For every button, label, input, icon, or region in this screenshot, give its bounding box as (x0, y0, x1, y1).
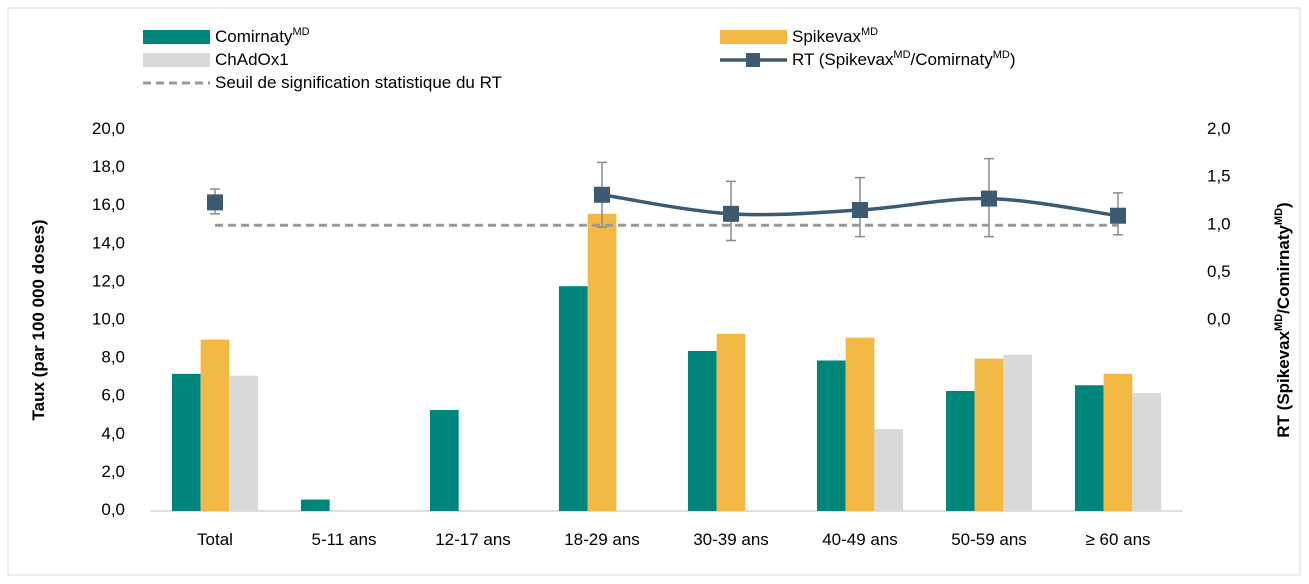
legend-label: RT (SpikevaxMD/ComirnatyMD) (792, 49, 1016, 70)
y-tick-label: 2,0 (101, 462, 125, 481)
x-tick-label: 50-59 ans (951, 530, 1027, 549)
marker (594, 186, 610, 203)
bar (1132, 392, 1162, 511)
bar (558, 286, 588, 511)
bar (716, 333, 746, 511)
bar (300, 499, 330, 511)
y-axis-title: Taux (par 100 000 doses) (29, 220, 48, 421)
y-tick-label: 14,0 (92, 234, 125, 253)
bar (845, 337, 875, 511)
marker (723, 205, 739, 222)
bar (816, 360, 846, 511)
legend-swatch (143, 30, 210, 44)
legend-label: Seuil de signification statistique du RT (215, 73, 502, 92)
marker (852, 202, 868, 219)
legend-label: ComirnatyMD (215, 26, 310, 47)
y-tick-label: 20,0 (92, 119, 125, 138)
y-tick-label: 16,0 (92, 196, 125, 215)
bar (974, 358, 1004, 511)
x-tick-label: 40-49 ans (822, 530, 898, 549)
y-tick-label: 12,0 (92, 272, 125, 291)
bar (587, 213, 617, 511)
legend-swatch (143, 53, 210, 67)
marker (207, 194, 223, 211)
y2-tick-label: 1,0 (1207, 215, 1231, 234)
marker (981, 190, 997, 207)
bar (1003, 354, 1033, 511)
y-tick-label: 8,0 (101, 348, 125, 367)
bar (1074, 385, 1104, 511)
legend-label: SpikevaxMD (792, 26, 878, 47)
bar (874, 429, 904, 511)
bar (200, 339, 230, 511)
bar (687, 350, 717, 511)
marker (1110, 207, 1126, 224)
y-tick-label: 0,0 (101, 500, 125, 519)
y2-tick-label: 0,5 (1207, 262, 1231, 281)
x-tick-label: 18-29 ans (564, 530, 640, 549)
y-tick-label: 10,0 (92, 310, 125, 329)
legend-swatch (720, 30, 787, 44)
y-tick-label: 4,0 (101, 424, 125, 443)
legend-label: ChAdOx1 (215, 50, 289, 69)
y2-tick-label: 2,0 (1207, 119, 1231, 138)
y2-axis-title: RT (SpikevaxMD/ComirnatyMD) (1273, 202, 1294, 437)
y2-tick-label: 1,5 (1207, 167, 1231, 186)
bar (229, 375, 259, 511)
y-tick-label: 6,0 (101, 386, 125, 405)
legend-swatch (746, 53, 760, 67)
x-tick-label: 5-11 ans (312, 530, 377, 549)
x-tick-label: ≥ 60 ans (1085, 530, 1150, 549)
bar (171, 373, 201, 511)
y-tick-label: 18,0 (92, 158, 125, 177)
y2-tick-label: 0,0 (1207, 310, 1231, 329)
bar (945, 390, 975, 511)
bar (1103, 373, 1133, 511)
x-tick-label: 30-39 ans (693, 530, 769, 549)
x-tick-label: 12-17 ans (435, 530, 511, 549)
x-tick-label: Total (197, 530, 233, 549)
bar (429, 410, 459, 511)
